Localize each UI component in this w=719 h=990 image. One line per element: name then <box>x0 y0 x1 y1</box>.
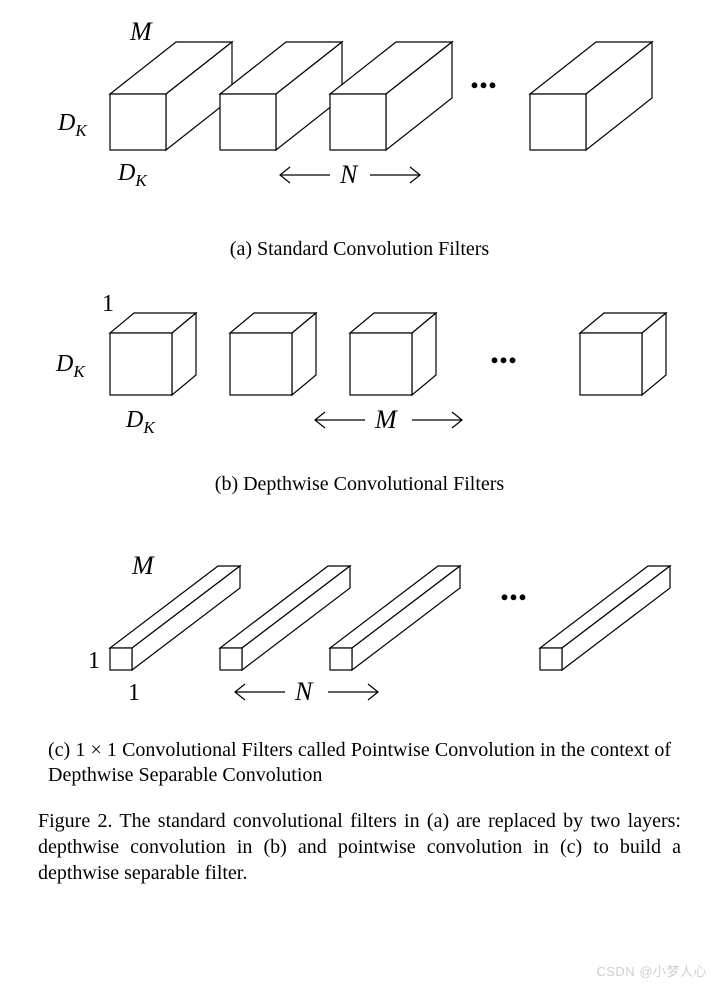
prism-4 <box>530 42 652 150</box>
label-dk-left: DK <box>57 110 88 140</box>
panel-b: ... 1 DK DK M (b) D <box>30 285 689 496</box>
n-arrow-a: N <box>280 160 420 189</box>
panel-b-svg: ... 1 DK DK M <box>30 285 689 465</box>
label-1-left: 1 <box>88 648 100 674</box>
figure-caption: Figure 2. The standard convolutional fil… <box>38 808 681 886</box>
label-1-bottom: 1 <box>128 680 140 706</box>
svg-text:N: N <box>294 677 314 706</box>
label-1: 1 <box>102 291 114 317</box>
label-m-c: M <box>131 551 155 580</box>
n-arrow-c: N <box>235 677 378 706</box>
svg-text:M: M <box>374 405 398 434</box>
label-dk-left-b: DK <box>55 351 86 381</box>
ellipsis-c: ... <box>500 568 527 608</box>
cube-2 <box>230 313 316 395</box>
prism-2 <box>220 42 342 150</box>
bar-4 <box>540 566 670 670</box>
panel-a-svg: ... M DK DK N <box>30 20 689 230</box>
panel-c: ... M 1 1 N (c) 1 × 1 Convolutional Filt… <box>30 520 689 788</box>
prism-3 <box>330 42 452 150</box>
label-dk-bottom: DK <box>117 160 148 190</box>
prism-1 <box>110 42 232 150</box>
panel-c-svg: ... M 1 1 N <box>30 520 689 730</box>
cube-3 <box>350 313 436 395</box>
label-m: M <box>129 20 153 46</box>
watermark: CSDN @小梦人心 <box>596 961 707 980</box>
ellipsis-a: ... <box>470 56 497 96</box>
svg-text:N: N <box>339 160 359 189</box>
label-dk-bottom-b: DK <box>125 407 156 437</box>
caption-b: (b) Depthwise Convolutional Filters <box>30 473 689 496</box>
panel-a: ... M DK DK N (a) S <box>30 20 689 261</box>
cube-4 <box>580 313 666 395</box>
caption-c: (c) 1 × 1 Convolutional Filters called P… <box>48 738 671 788</box>
ellipsis-b: ... <box>490 331 517 371</box>
cube-1 <box>110 313 196 395</box>
m-arrow-b: M <box>315 405 462 434</box>
caption-a: (a) Standard Convolution Filters <box>30 238 689 261</box>
